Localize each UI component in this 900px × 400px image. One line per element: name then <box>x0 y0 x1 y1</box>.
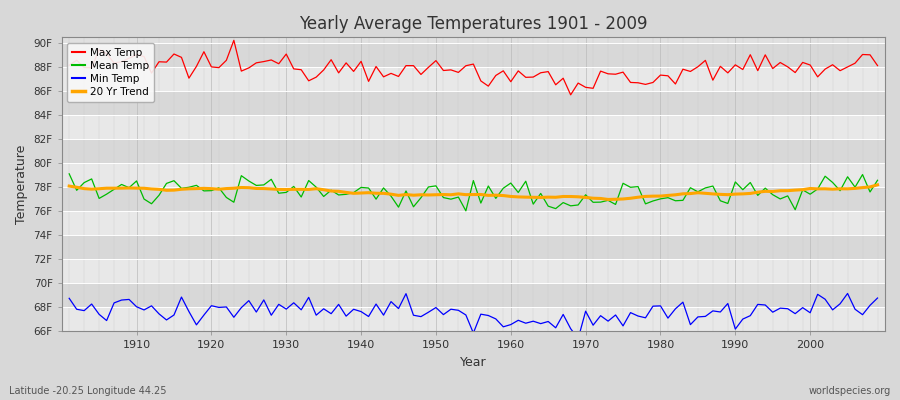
Bar <box>62 91 885 115</box>
Text: worldspecies.org: worldspecies.org <box>809 386 891 396</box>
Bar <box>62 115 885 139</box>
Bar <box>62 43 885 67</box>
Bar <box>62 308 885 332</box>
Bar <box>62 211 885 235</box>
Legend: Max Temp, Mean Temp, Min Temp, 20 Yr Trend: Max Temp, Mean Temp, Min Temp, 20 Yr Tre… <box>67 42 154 102</box>
Bar <box>62 67 885 91</box>
Bar <box>62 163 885 187</box>
Text: Latitude -20.25 Longitude 44.25: Latitude -20.25 Longitude 44.25 <box>9 386 166 396</box>
Bar <box>62 139 885 163</box>
Title: Yearly Average Temperatures 1901 - 2009: Yearly Average Temperatures 1901 - 2009 <box>299 15 648 33</box>
Bar <box>62 235 885 259</box>
Bar <box>62 284 885 308</box>
Bar <box>62 187 885 211</box>
X-axis label: Year: Year <box>460 356 487 369</box>
Bar <box>62 259 885 284</box>
Y-axis label: Temperature: Temperature <box>15 145 28 224</box>
